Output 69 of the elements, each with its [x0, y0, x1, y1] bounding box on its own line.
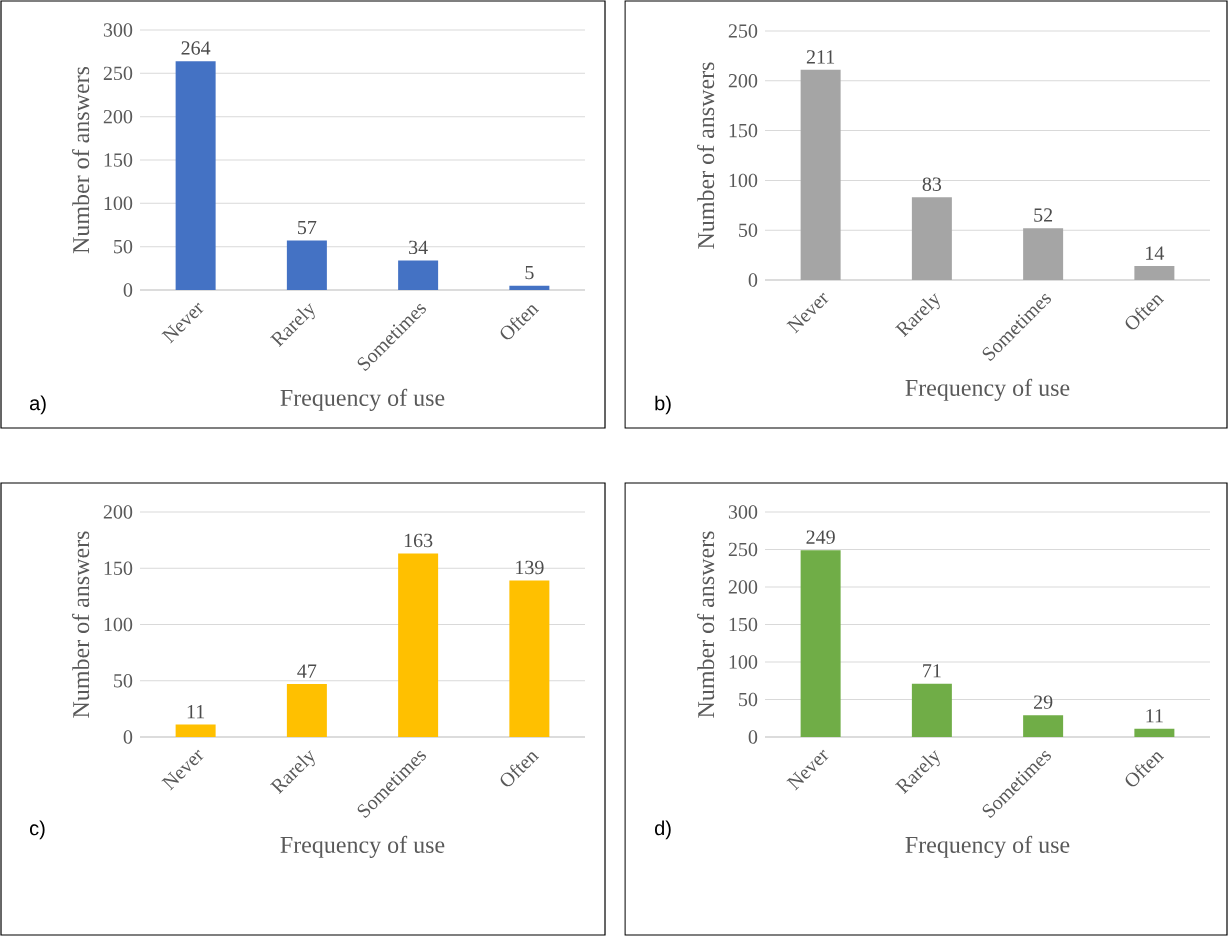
y-tick-label: 200 [728, 74, 758, 88]
bar [175, 724, 216, 737]
y-tick-label: 50 [114, 673, 133, 688]
y-tick-label: 0 [748, 273, 758, 287]
y-tick-label: 50 [114, 239, 133, 254]
y-tick-label: 200 [103, 505, 133, 519]
y-tick-label: 0 [123, 730, 133, 744]
y-tick-label: 0 [748, 730, 758, 744]
y-tick-label: 100 [104, 617, 133, 632]
data-label: 11 [187, 705, 205, 719]
x-axis-title: Frequency of use [905, 378, 1070, 401]
y-tick-label: 150 [104, 153, 133, 167]
data-label: 139 [516, 560, 544, 575]
bar [398, 260, 439, 290]
text: c) [29, 820, 45, 840]
y-axis-title: Number of answers [697, 62, 715, 249]
y-tick-label: 200 [728, 580, 758, 594]
y-tick-label: 250 [728, 542, 758, 557]
data-label: 11 [1146, 709, 1163, 723]
y-tick-label: 300 [728, 505, 758, 519]
y-tick-label: 300 [103, 23, 133, 37]
text: b) [655, 395, 671, 415]
data-label: 47 [297, 664, 317, 678]
bar [286, 240, 327, 290]
text: a) [29, 395, 46, 415]
data-label: 163 [404, 533, 433, 548]
bar [509, 285, 550, 290]
bar [911, 197, 952, 280]
data-label: 29 [1034, 695, 1053, 709]
data-label: 14 [1146, 246, 1165, 260]
data-label: 34 [409, 240, 428, 255]
bar [911, 683, 952, 737]
text: d) [654, 820, 671, 840]
bar [800, 69, 841, 280]
y-tick-label: 100 [729, 655, 758, 669]
bar [800, 550, 841, 737]
y-axis-title: Number of answers [72, 531, 90, 718]
y-tick-label: 0 [123, 283, 133, 297]
y-tick-label: 150 [104, 561, 133, 575]
bar [286, 684, 327, 737]
y-tick-label: 100 [729, 173, 758, 188]
data-label: 264 [181, 41, 211, 55]
y-axis-title: Number of answers [697, 531, 715, 718]
bar [1023, 715, 1064, 737]
data-label: 71 [923, 664, 941, 678]
data-label: 211 [806, 50, 835, 64]
data-label: 5 [525, 265, 534, 280]
x-axis-title: Frequency of use [905, 835, 1070, 858]
y-tick-label: 250 [728, 24, 758, 38]
bar [1134, 266, 1175, 280]
data-label: 52 [1034, 208, 1053, 222]
data-label: 57 [298, 220, 317, 235]
bar [1134, 728, 1175, 737]
y-tick-label: 50 [739, 223, 758, 237]
bar [175, 61, 216, 290]
bar [398, 553, 439, 737]
bar [509, 580, 550, 737]
y-tick-label: 250 [103, 66, 133, 81]
x-axis-title: Frequency of use [280, 835, 445, 858]
y-tick-label: 150 [729, 617, 758, 632]
y-tick-label: 100 [104, 196, 133, 211]
y-tick-label: 150 [729, 123, 758, 138]
data-label: 249 [806, 530, 835, 544]
bar [1023, 228, 1064, 280]
y-tick-label: 200 [103, 109, 133, 124]
y-axis-title: Number of answers [72, 66, 90, 254]
data-label: 83 [922, 177, 942, 191]
x-axis-title: Frequency of use [280, 388, 445, 411]
y-tick-label: 50 [739, 692, 758, 707]
